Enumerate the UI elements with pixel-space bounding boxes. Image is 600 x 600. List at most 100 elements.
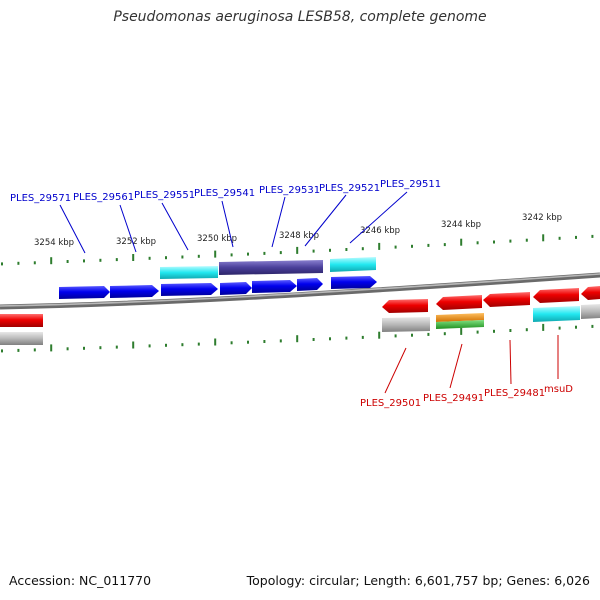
gene-label-ples-29481: PLES_29481	[484, 388, 545, 399]
gene-label-ples-29491: PLES_29491	[423, 393, 484, 404]
gene-arrow-blue-3	[161, 283, 218, 296]
scale-tick-minor	[181, 343, 184, 347]
gene-arrow-red-5	[581, 286, 600, 300]
scale-tick-minor	[476, 241, 479, 245]
gene-block-cyan-3	[533, 306, 580, 322]
gene-arrow-red-4	[533, 288, 579, 303]
scale-tick-major	[542, 234, 545, 242]
scale-tick-minor	[509, 239, 512, 243]
scale-tick-minor	[312, 338, 315, 341]
scale-labels: 3254 kbp 3252 kbp 3250 kbp 3248 kbp 3246…	[34, 213, 562, 248]
scale-tick-minor	[181, 255, 184, 259]
lower-gene-labels: PLES_29501 PLES_29491 PLES_29481 msuD	[360, 384, 573, 409]
lower-label-leaders	[384, 335, 559, 394]
scale-tick-minor	[279, 339, 282, 343]
gene-arrow-blue-5	[252, 280, 297, 293]
scale-tick-major	[296, 335, 299, 343]
scale-tick-minor	[1, 349, 3, 353]
scale-tick-minor	[427, 332, 430, 336]
gene-label-ples-29531: PLES_29531	[259, 185, 320, 196]
scale-tick-minor	[329, 337, 331, 341]
gene-arrow-blue-1	[59, 286, 110, 299]
gene-label-ples-29501: PLES_29501	[360, 398, 421, 409]
scale-label-3250: 3250 kbp	[197, 234, 237, 244]
gene-label-ples-29551: PLES_29551	[134, 190, 195, 201]
scale-tick-minor	[476, 330, 479, 334]
scale-tick-minor	[411, 333, 413, 337]
gene-block-green	[436, 320, 484, 329]
gene-arrow-red-1	[382, 299, 428, 313]
scale-tick-major	[460, 238, 463, 246]
scale-tick-minor	[197, 254, 200, 258]
scale-tick-minor	[263, 340, 266, 343]
gene-arrow-blue-4	[220, 282, 252, 295]
scale-tick-minor	[66, 347, 69, 351]
scale-label-3244: 3244 kbp	[441, 220, 481, 230]
scale-tick-minor	[165, 343, 167, 347]
upper-gene-labels: PLES_29571 PLES_29561 PLES_29551 PLES_29…	[10, 179, 441, 204]
gene-label-msud: msuD	[544, 384, 573, 395]
scale-tick-major	[50, 257, 53, 265]
gene-arrow-blue-7	[331, 276, 377, 289]
scale-tick-minor	[83, 346, 85, 350]
gene-label-ples-29541: PLES_29541	[194, 188, 255, 199]
scale-tick-minor	[394, 245, 397, 249]
lower-strand-genes	[0, 286, 600, 345]
scale-tick-major	[132, 254, 135, 261]
scale-tick-major	[50, 344, 53, 352]
scale-tick-major	[378, 242, 381, 250]
gene-block-gray-left	[0, 332, 43, 345]
scale-tick-minor	[148, 344, 151, 348]
scale-tick-minor	[312, 249, 315, 253]
scale-tick-minor	[148, 256, 151, 260]
scale-tick-minor	[230, 253, 233, 257]
upper-scale-ticks	[1, 234, 594, 266]
scale-tick-minor	[165, 256, 167, 260]
scale-tick-major	[214, 250, 217, 258]
scale-tick-minor	[66, 260, 69, 263]
scale-tick-minor	[525, 238, 528, 242]
scale-tick-minor	[345, 248, 348, 251]
scale-tick-minor	[345, 336, 348, 340]
scale-label-3248: 3248 kbp	[279, 231, 319, 241]
genome-title: Pseudomonas aeruginosa LESB58, complete …	[113, 9, 487, 25]
scale-label-3246: 3246 kbp	[360, 226, 400, 236]
scale-tick-major	[378, 331, 381, 339]
gene-block-cyan-1	[160, 266, 218, 279]
gene-arrow-blue-2	[110, 285, 159, 298]
scale-tick-major	[460, 327, 463, 335]
scale-tick-minor	[591, 234, 594, 238]
gene-label-ples-29521: PLES_29521	[319, 183, 380, 194]
scale-label-3254: 3254 kbp	[34, 238, 74, 248]
scale-tick-minor	[591, 324, 594, 328]
scale-tick-minor	[17, 261, 20, 265]
scale-tick-minor	[263, 251, 266, 255]
gene-block-cyan-2	[330, 257, 376, 272]
scale-label-3242: 3242 kbp	[522, 213, 562, 223]
scale-tick-minor	[115, 345, 118, 349]
gene-arrow-red-3	[483, 292, 530, 307]
scale-tick-minor	[33, 261, 36, 265]
scale-tick-major	[132, 341, 135, 349]
scale-tick-minor	[1, 262, 3, 266]
gene-label-ples-29571: PLES_29571	[10, 193, 71, 204]
gene-arrow-blue-6	[297, 278, 323, 291]
scale-tick-minor	[509, 329, 512, 332]
scale-tick-minor	[427, 243, 430, 247]
scale-tick-minor	[493, 240, 495, 244]
scale-tick-minor	[443, 243, 446, 247]
gene-label-ples-29561: PLES_29561	[73, 192, 134, 203]
scale-tick-minor	[17, 348, 20, 352]
scale-tick-minor	[394, 334, 397, 338]
gene-arrow-red-2	[436, 295, 482, 310]
scale-tick-minor	[443, 332, 446, 336]
gene-label-ples-29511: PLES_29511	[380, 179, 441, 190]
scale-tick-minor	[411, 244, 413, 248]
scale-tick-minor	[493, 329, 495, 333]
scale-tick-minor	[197, 342, 200, 346]
lower-scale-ticks	[1, 323, 594, 353]
scale-tick-minor	[247, 252, 249, 256]
gene-block-gray-1	[382, 317, 430, 332]
scale-tick-minor	[525, 328, 528, 332]
scale-tick-minor	[230, 341, 233, 345]
